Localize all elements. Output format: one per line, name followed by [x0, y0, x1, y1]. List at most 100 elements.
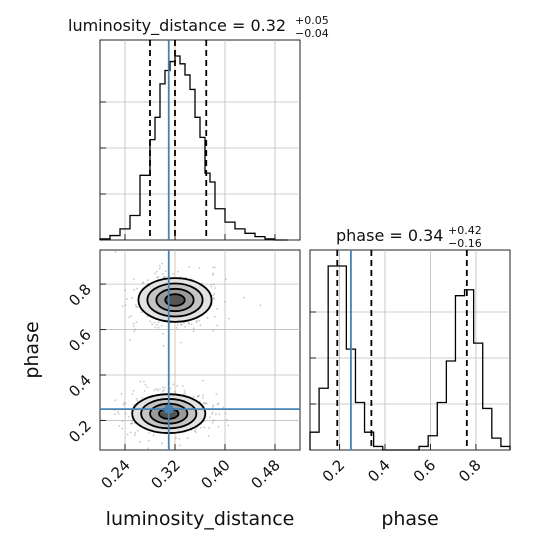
sample-point: [201, 397, 204, 399]
sample-point: [212, 283, 215, 286]
sample-point: [124, 402, 127, 405]
sample-point: [214, 315, 217, 318]
title-luminosity-distance: luminosity_distance = 0.32: [68, 16, 286, 36]
sample-point: [162, 344, 165, 347]
sample-point: [215, 413, 217, 416]
sample-point: [163, 389, 165, 391]
sample-point: [159, 388, 161, 390]
contour-0-1: [146, 282, 204, 318]
sample-point: [118, 424, 121, 427]
sample-point: [135, 321, 138, 323]
ticklabel-phase-y: 0.4: [65, 371, 95, 401]
sample-point: [213, 298, 216, 301]
sample-point: [259, 304, 262, 307]
sample-point: [120, 393, 123, 395]
sample-point: [156, 323, 158, 326]
title-phase-plus: +0.42: [448, 224, 482, 237]
sample-point: [134, 328, 137, 331]
sample-point: [206, 402, 208, 405]
sample-point: [175, 326, 178, 329]
sample-point: [213, 266, 216, 269]
sample-point: [160, 325, 163, 327]
sample-point: [209, 416, 211, 419]
hist-panel-luminosity-distance: [99, 39, 301, 241]
ticklabel-phase-x: 0.4: [364, 456, 394, 486]
sample-point: [114, 250, 117, 253]
sample-point: [132, 278, 135, 281]
sample-point: [181, 385, 184, 388]
ticklabel-phase-y: 0.8: [65, 280, 95, 310]
ticklabel-luminosity-distance: 0.24: [97, 456, 133, 492]
sample-point: [208, 427, 211, 430]
sample-point: [215, 393, 218, 395]
sample-point: [134, 434, 136, 436]
sample-point: [163, 386, 166, 389]
sample-point: [180, 323, 183, 326]
sample-point: [199, 324, 202, 327]
title-luminosity-distance-plus: +0.05: [295, 14, 329, 27]
hist-phase: [309, 265, 511, 451]
sample-point: [148, 432, 150, 434]
sample-point: [214, 287, 216, 289]
sample-point: [198, 320, 201, 322]
sample-point: [202, 379, 204, 382]
ticklabel-phase-x: 0.2: [319, 456, 349, 486]
sample-point: [212, 297, 215, 299]
sample-point: [155, 387, 158, 390]
sample-point: [152, 434, 155, 436]
sample-point: [204, 402, 206, 405]
sample-point: [175, 437, 177, 439]
ticklabel-phase-x: 0.8: [455, 456, 485, 486]
sample-point: [212, 266, 215, 269]
sample-point: [135, 397, 138, 400]
sample-point: [192, 395, 195, 398]
sample-point: [176, 324, 179, 326]
sample-point: [177, 270, 180, 273]
sample-point: [136, 429, 139, 432]
sample-point: [153, 321, 156, 324]
hist-panel-phase: [309, 249, 511, 451]
contour-0-0: [137, 277, 213, 323]
sample-point: [195, 431, 197, 433]
title-luminosity-distance-prefix: luminosity_distance =: [68, 16, 250, 36]
sample-point: [188, 266, 191, 268]
hist-luminosity-distance: [99, 55, 288, 241]
sample-point: [178, 438, 181, 440]
sample-point: [198, 267, 201, 270]
xlabel-luminosity-distance: luminosity_distance: [106, 508, 295, 530]
sample-point: [122, 403, 125, 406]
sample-point: [212, 404, 215, 407]
sample-point: [151, 323, 154, 326]
sample-point: [162, 332, 165, 335]
sample-point: [131, 296, 134, 299]
truth-marker: [164, 405, 173, 414]
sample-point: [129, 431, 132, 434]
sample-point: [211, 421, 214, 424]
sample-point: [146, 279, 149, 281]
sample-point: [121, 420, 124, 422]
sample-point: [158, 267, 161, 270]
sample-point: [172, 383, 175, 386]
sample-point: [157, 276, 160, 279]
contour-0-2: [155, 287, 195, 313]
sample-point: [127, 415, 130, 418]
sample-point: [183, 389, 186, 392]
sample-point: [143, 389, 146, 392]
sample-point: [225, 418, 228, 421]
sample-point: [149, 320, 152, 323]
sample-point: [206, 317, 209, 319]
sample-point: [146, 386, 149, 389]
joint-panel: [99, 249, 301, 451]
sample-point: [159, 265, 161, 267]
sample-point: [196, 395, 199, 398]
sample-point: [223, 300, 226, 303]
sample-point: [211, 411, 214, 414]
sample-point: [210, 283, 212, 286]
sample-point: [144, 384, 147, 386]
sample-point: [135, 306, 138, 308]
sample-point: [162, 390, 164, 393]
sample-point: [212, 272, 215, 275]
sample-point: [218, 413, 221, 415]
sample-point: [210, 285, 213, 288]
